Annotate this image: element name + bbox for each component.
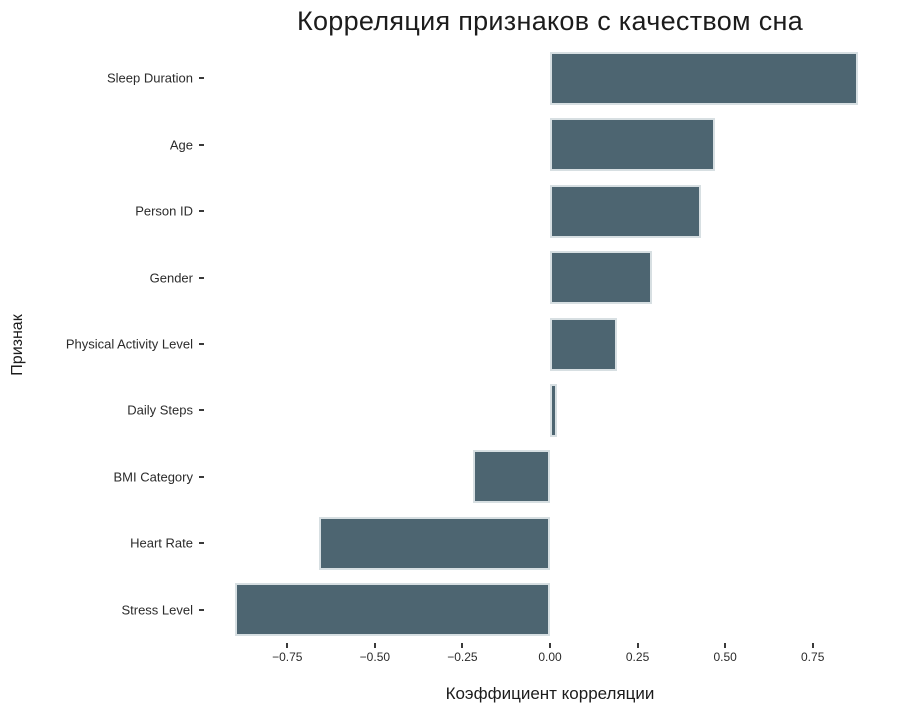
x-tick-label: 0.75: [801, 650, 825, 664]
x-tick-label: −0.75: [272, 650, 303, 664]
x-tick-mark: [636, 643, 639, 648]
y-tick-label-person-id: Person ID: [135, 203, 193, 219]
x-tick-mark: [461, 643, 464, 648]
y-tick-mark: [199, 608, 204, 611]
y-tick-mark: [199, 77, 204, 80]
y-tick-mark: [199, 542, 204, 545]
y-tick-label-physical-activity-level: Physical Activity Level: [65, 336, 193, 352]
y-tick-mark: [199, 343, 204, 345]
y-tick-label-age: Age: [169, 137, 193, 153]
plot-area: [205, 45, 895, 643]
x-tick-label: −0.25: [447, 650, 478, 664]
x-tick-mark: [373, 643, 376, 648]
y-tick-mark: [199, 475, 204, 478]
y-tick-label-stress-level: Stress Level: [121, 602, 193, 618]
y-tick-mark: [199, 210, 204, 213]
x-tick-mark: [549, 643, 551, 648]
bar-bmi-category: [472, 450, 550, 504]
bar-age: [550, 118, 715, 172]
x-tick-label: −0.50: [359, 650, 391, 664]
y-tick-label-gender: Gender: [149, 270, 193, 286]
y-tick-label-sleep-duration: Sleep Duration: [107, 70, 193, 86]
x-tick-label: 0.00: [538, 650, 562, 664]
bar-daily-steps: [550, 383, 557, 437]
x-tick-mark: [286, 643, 289, 648]
bar-heart-rate: [318, 516, 550, 570]
bar-sleep-duration: [550, 51, 859, 105]
bar-gender: [550, 251, 652, 305]
chart-title: Корреляция признаков с качеством сна: [296, 6, 804, 36]
bar-stress-level: [234, 583, 550, 637]
x-tick-label: 0.25: [625, 650, 650, 664]
y-tick-label-daily-steps: Daily Steps: [127, 402, 193, 418]
y-tick-label-heart-rate: Heart Rate: [130, 535, 193, 551]
y-tick-mark: [199, 409, 204, 412]
y-tick-mark: [199, 143, 204, 146]
x-tick-mark: [811, 643, 814, 648]
x-tick-mark: [724, 643, 727, 648]
x-axis-label: Коэффициент корреляции: [445, 684, 655, 703]
y-tick-label-bmi-category: BMI Category: [113, 469, 193, 485]
bar-physical-activity-level: [550, 317, 617, 371]
y-tick-mark: [199, 276, 204, 279]
x-tick-label: 0.50: [713, 650, 737, 664]
y-axis-label: Признак: [9, 314, 26, 376]
bar-person-id: [550, 184, 701, 238]
